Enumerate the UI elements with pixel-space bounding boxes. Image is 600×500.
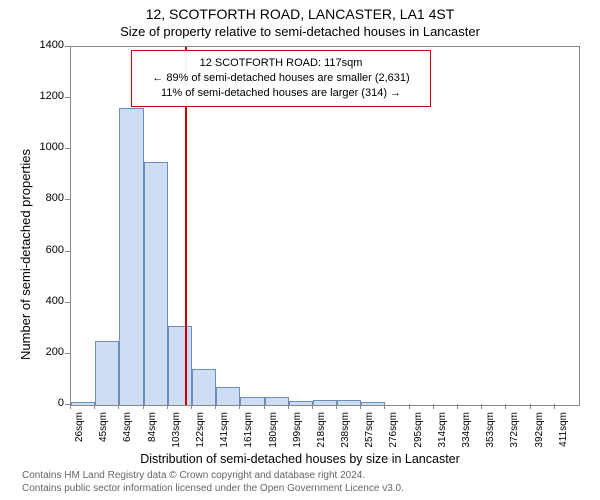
x-tick-label: 276sqm [388,412,399,452]
x-tick-label: 180sqm [268,412,279,452]
histogram-bar [337,400,361,405]
footer-line1: Contains HM Land Registry data © Crown c… [22,470,365,481]
x-tick-label: 84sqm [147,412,158,452]
histogram-bar [192,369,216,405]
y-tick-mark [65,148,70,149]
y-tick-label: 400 [34,295,64,307]
x-tick-mark [167,404,168,409]
x-tick-mark [554,404,555,409]
x-tick-mark [505,404,506,409]
x-tick-mark [530,404,531,409]
x-tick-label: 45sqm [98,412,109,452]
histogram-bar [361,402,385,405]
x-tick-label: 334sqm [461,412,472,452]
y-tick-label: 1400 [34,39,64,51]
x-tick-label: 103sqm [171,412,182,452]
x-tick-mark [191,404,192,409]
x-tick-label: 257sqm [364,412,375,452]
y-tick-label: 1000 [34,141,64,153]
x-tick-mark [409,404,410,409]
x-tick-label: 411sqm [558,412,569,452]
histogram-bar [265,397,289,405]
chart-title-main: 12, SCOTFORTH ROAD, LANCASTER, LA1 4ST [0,6,600,22]
y-tick-label: 800 [34,192,64,204]
y-tick-mark [65,97,70,98]
callout-box: 12 SCOTFORTH ROAD: 117sqm← 89% of semi-d… [131,50,431,107]
callout-line: 11% of semi-detached houses are larger (… [140,86,422,101]
x-tick-mark [239,404,240,409]
y-tick-mark [65,353,70,354]
x-tick-label: 372sqm [509,412,520,452]
footer-attribution: Contains HM Land Registry data © Crown c… [22,470,582,495]
chart-container: 12, SCOTFORTH ROAD, LANCASTER, LA1 4ST S… [0,0,600,500]
histogram-bar [216,387,240,405]
y-tick-label: 0 [34,397,64,409]
x-tick-mark [336,404,337,409]
x-tick-label: 218sqm [316,412,327,452]
histogram-bar [289,401,313,405]
x-tick-label: 141sqm [219,412,230,452]
x-tick-mark [288,404,289,409]
x-tick-mark [481,404,482,409]
x-tick-label: 392sqm [534,412,545,452]
x-tick-label: 238sqm [340,412,351,452]
x-tick-mark [264,404,265,409]
x-tick-label: 353sqm [485,412,496,452]
x-axis-label: Distribution of semi-detached houses by … [0,452,600,466]
y-tick-mark [65,199,70,200]
x-tick-label: 122sqm [195,412,206,452]
y-tick-label: 200 [34,346,64,358]
plot-area: 12 SCOTFORTH ROAD: 117sqm← 89% of semi-d… [70,46,580,406]
histogram-bar [119,108,143,405]
y-tick-label: 1200 [34,90,64,102]
y-tick-mark [65,302,70,303]
x-tick-mark [70,404,71,409]
y-tick-mark [65,46,70,47]
x-tick-mark [433,404,434,409]
histogram-bar [313,400,337,405]
histogram-bar [168,326,192,405]
x-tick-mark [457,404,458,409]
y-tick-label: 600 [34,244,64,256]
y-tick-mark [65,251,70,252]
footer-line2: Contains public sector information licen… [22,483,404,494]
callout-line: 12 SCOTFORTH ROAD: 117sqm [140,56,422,71]
histogram-bar [240,397,264,405]
x-tick-label: 295sqm [413,412,424,452]
x-tick-label: 314sqm [437,412,448,452]
histogram-bar [144,162,168,405]
x-tick-label: 161sqm [243,412,254,452]
x-tick-mark [94,404,95,409]
x-tick-mark [143,404,144,409]
x-tick-mark [360,404,361,409]
x-tick-mark [312,404,313,409]
x-tick-label: 26sqm [74,412,85,452]
x-tick-label: 199sqm [292,412,303,452]
x-tick-label: 64sqm [122,412,133,452]
y-axis-label: Number of semi-detached properties [18,149,33,360]
x-tick-mark [118,404,119,409]
histogram-bar [95,341,119,405]
x-tick-mark [215,404,216,409]
callout-line: ← 89% of semi-detached houses are smalle… [140,71,422,86]
chart-title-sub: Size of property relative to semi-detach… [0,24,600,39]
histogram-bar [71,402,95,405]
x-tick-mark [384,404,385,409]
